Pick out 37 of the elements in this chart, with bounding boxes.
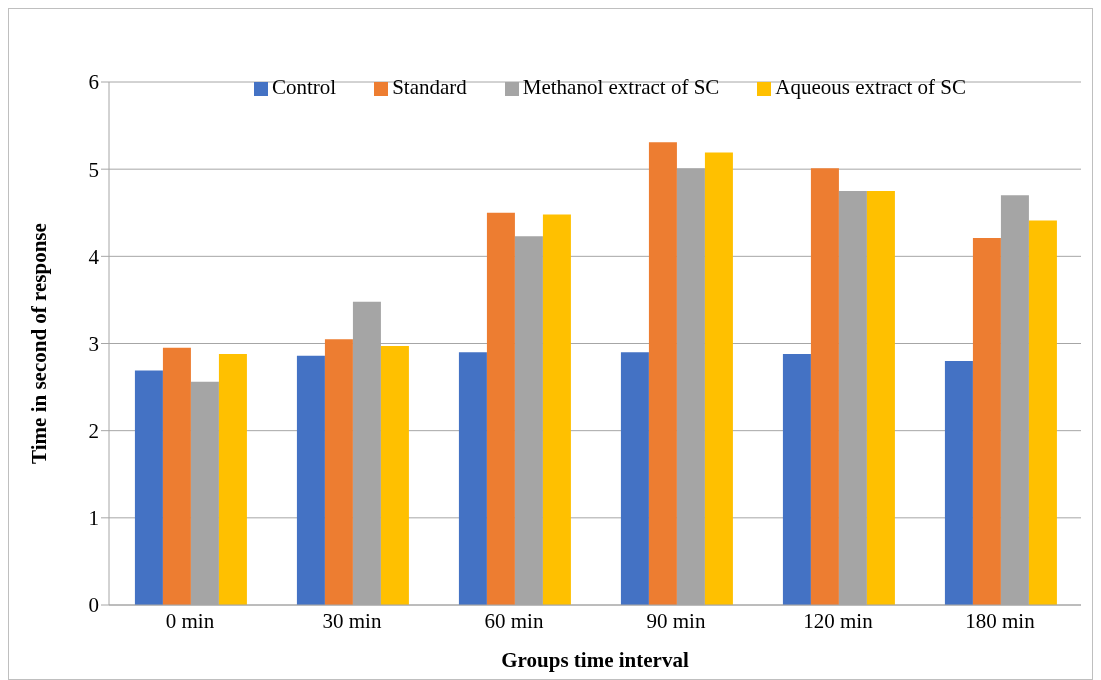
x-tick-label: 0 min (165, 608, 215, 633)
x-tick-label: 90 min (646, 608, 706, 633)
x-tick-label: 30 min (322, 608, 382, 633)
y-tick-label: 4 (88, 244, 100, 269)
y-tick-label: 5 (88, 157, 99, 182)
bar (134, 370, 163, 605)
y-tick-label: 3 (88, 331, 99, 356)
legend-label: Control (271, 75, 337, 99)
y-tick-label: 0 (88, 593, 99, 618)
legend-label: Methanol extract of SC (522, 75, 720, 99)
y-axis-title: Time in second of response (27, 223, 52, 464)
bar (704, 152, 733, 605)
bar (458, 352, 487, 605)
bar (1028, 220, 1057, 605)
bar (218, 353, 247, 605)
bar (866, 190, 895, 605)
bar (324, 339, 353, 605)
bar (486, 212, 515, 605)
bar (296, 355, 325, 605)
bar (944, 360, 973, 605)
y-tick-label: 6 (88, 70, 99, 95)
bar (972, 238, 1001, 605)
legend-label: Standard (392, 75, 467, 99)
x-tick-label: 120 min (803, 608, 874, 633)
bar (542, 214, 571, 605)
x-tick-label: 60 min (484, 608, 544, 633)
x-tick-label: 180 min (965, 608, 1036, 633)
y-tick-label: 2 (88, 419, 99, 444)
bar (782, 353, 811, 605)
bar (620, 352, 649, 605)
bar (380, 346, 409, 605)
bar (648, 142, 677, 605)
legend-label: Aqueous extract of SC (775, 75, 967, 99)
x-axis-title: Groups time interval (501, 648, 689, 672)
y-tick-label: 1 (88, 506, 99, 531)
bar (810, 168, 839, 605)
bar (162, 347, 191, 605)
